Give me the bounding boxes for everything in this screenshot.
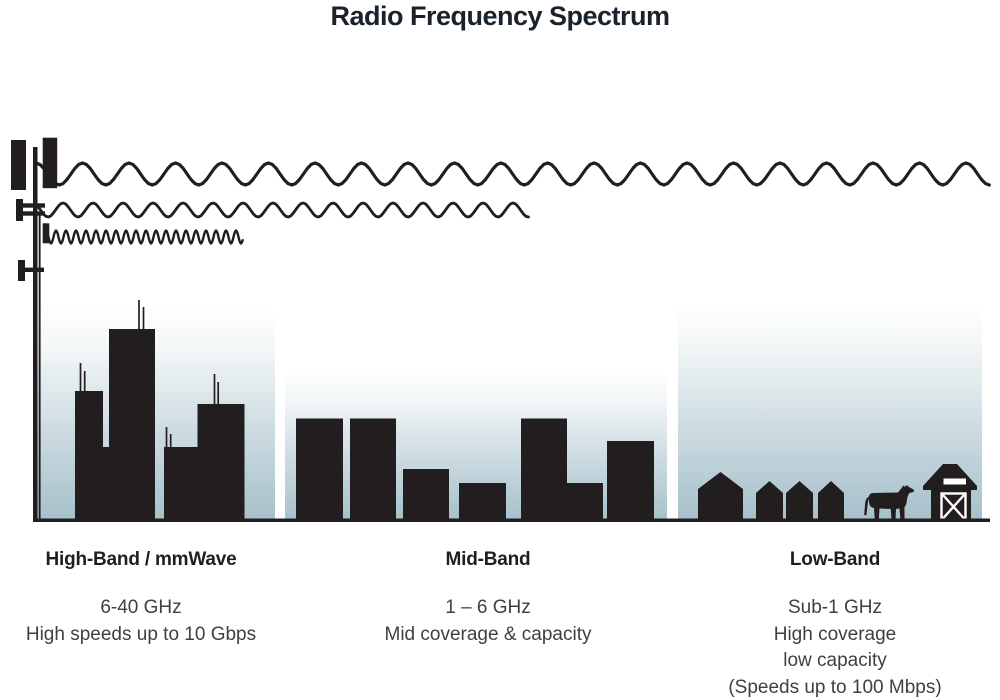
band-description3-low: (Speeds up to 100 Mbps)	[728, 676, 942, 698]
band-label-high: High-Band / mmWave	[45, 549, 237, 570]
band-description-low: High coverage	[773, 623, 897, 645]
building-icon	[567, 483, 603, 521]
tower-panel-left	[11, 140, 26, 190]
house-icon	[698, 472, 743, 521]
band-text-mid: Mid-Band 1 – 6 GHz Mid coverage & capaci…	[363, 547, 613, 648]
band-text-low: Low-Band Sub-1 GHz High coverage low cap…	[710, 547, 960, 700]
building-icon	[607, 441, 654, 521]
tower-panel-right	[42, 137, 58, 189]
low-frequency-wave-icon	[34, 161, 991, 187]
band-description2-low: low capacity	[783, 650, 887, 672]
building-icon	[403, 469, 449, 521]
band-label-mid: Mid-Band	[445, 549, 531, 570]
rural-scene-icon	[698, 464, 977, 522]
tower-crossbar	[16, 211, 45, 216]
building-icon	[103, 447, 109, 521]
building-icon	[197, 404, 245, 521]
house-icon	[818, 481, 844, 521]
diagram-title: Radio Frequency Spectrum	[330, 1, 670, 31]
barn-vent-slit	[943, 478, 966, 485]
tower-mast	[33, 147, 38, 521]
tower-antenna	[42, 223, 50, 244]
cow-tail	[864, 496, 870, 516]
mid-frequency-wave-icon	[34, 201, 530, 219]
house-icon	[756, 481, 783, 521]
band-frequency-high: 6-40 GHz	[100, 597, 182, 618]
high-frequency-wave-icon	[44, 229, 244, 245]
band-description-mid: Mid coverage & capacity	[384, 623, 592, 645]
barn-icon	[923, 464, 977, 522]
tower-crossbar	[18, 267, 44, 272]
band-description-high: High speeds up to 10 Gbps	[25, 623, 257, 645]
building-icon	[164, 447, 198, 521]
ground-line	[33, 518, 990, 522]
building-icon	[296, 418, 343, 521]
band-label-low: Low-Band	[789, 549, 881, 570]
building-icon	[350, 418, 396, 521]
radio-waves	[34, 161, 991, 245]
building-icon	[521, 418, 567, 521]
tower-antenna	[16, 199, 23, 221]
building-icon	[109, 329, 155, 521]
spectrum-illustration	[11, 137, 991, 522]
tower-crossbar	[16, 203, 45, 208]
rooftop-antennas	[79, 300, 220, 448]
building-icon	[75, 391, 103, 521]
cow-icon	[864, 485, 915, 520]
band-frequency-low: Sub-1 GHz	[788, 597, 882, 618]
tower-mast-thin	[38, 214, 41, 521]
midrise-skyline-icon	[296, 418, 654, 521]
band-text-high: High-Band / mmWave 6-40 GHz High speeds …	[16, 547, 266, 648]
barn-door-cross	[942, 494, 965, 520]
building-icon	[459, 483, 506, 521]
city-skyline-icon	[75, 300, 245, 521]
house-icon	[786, 481, 813, 521]
cell-tower-icon	[11, 137, 58, 521]
band-frequency-mid: 1 – 6 GHz	[445, 597, 531, 618]
